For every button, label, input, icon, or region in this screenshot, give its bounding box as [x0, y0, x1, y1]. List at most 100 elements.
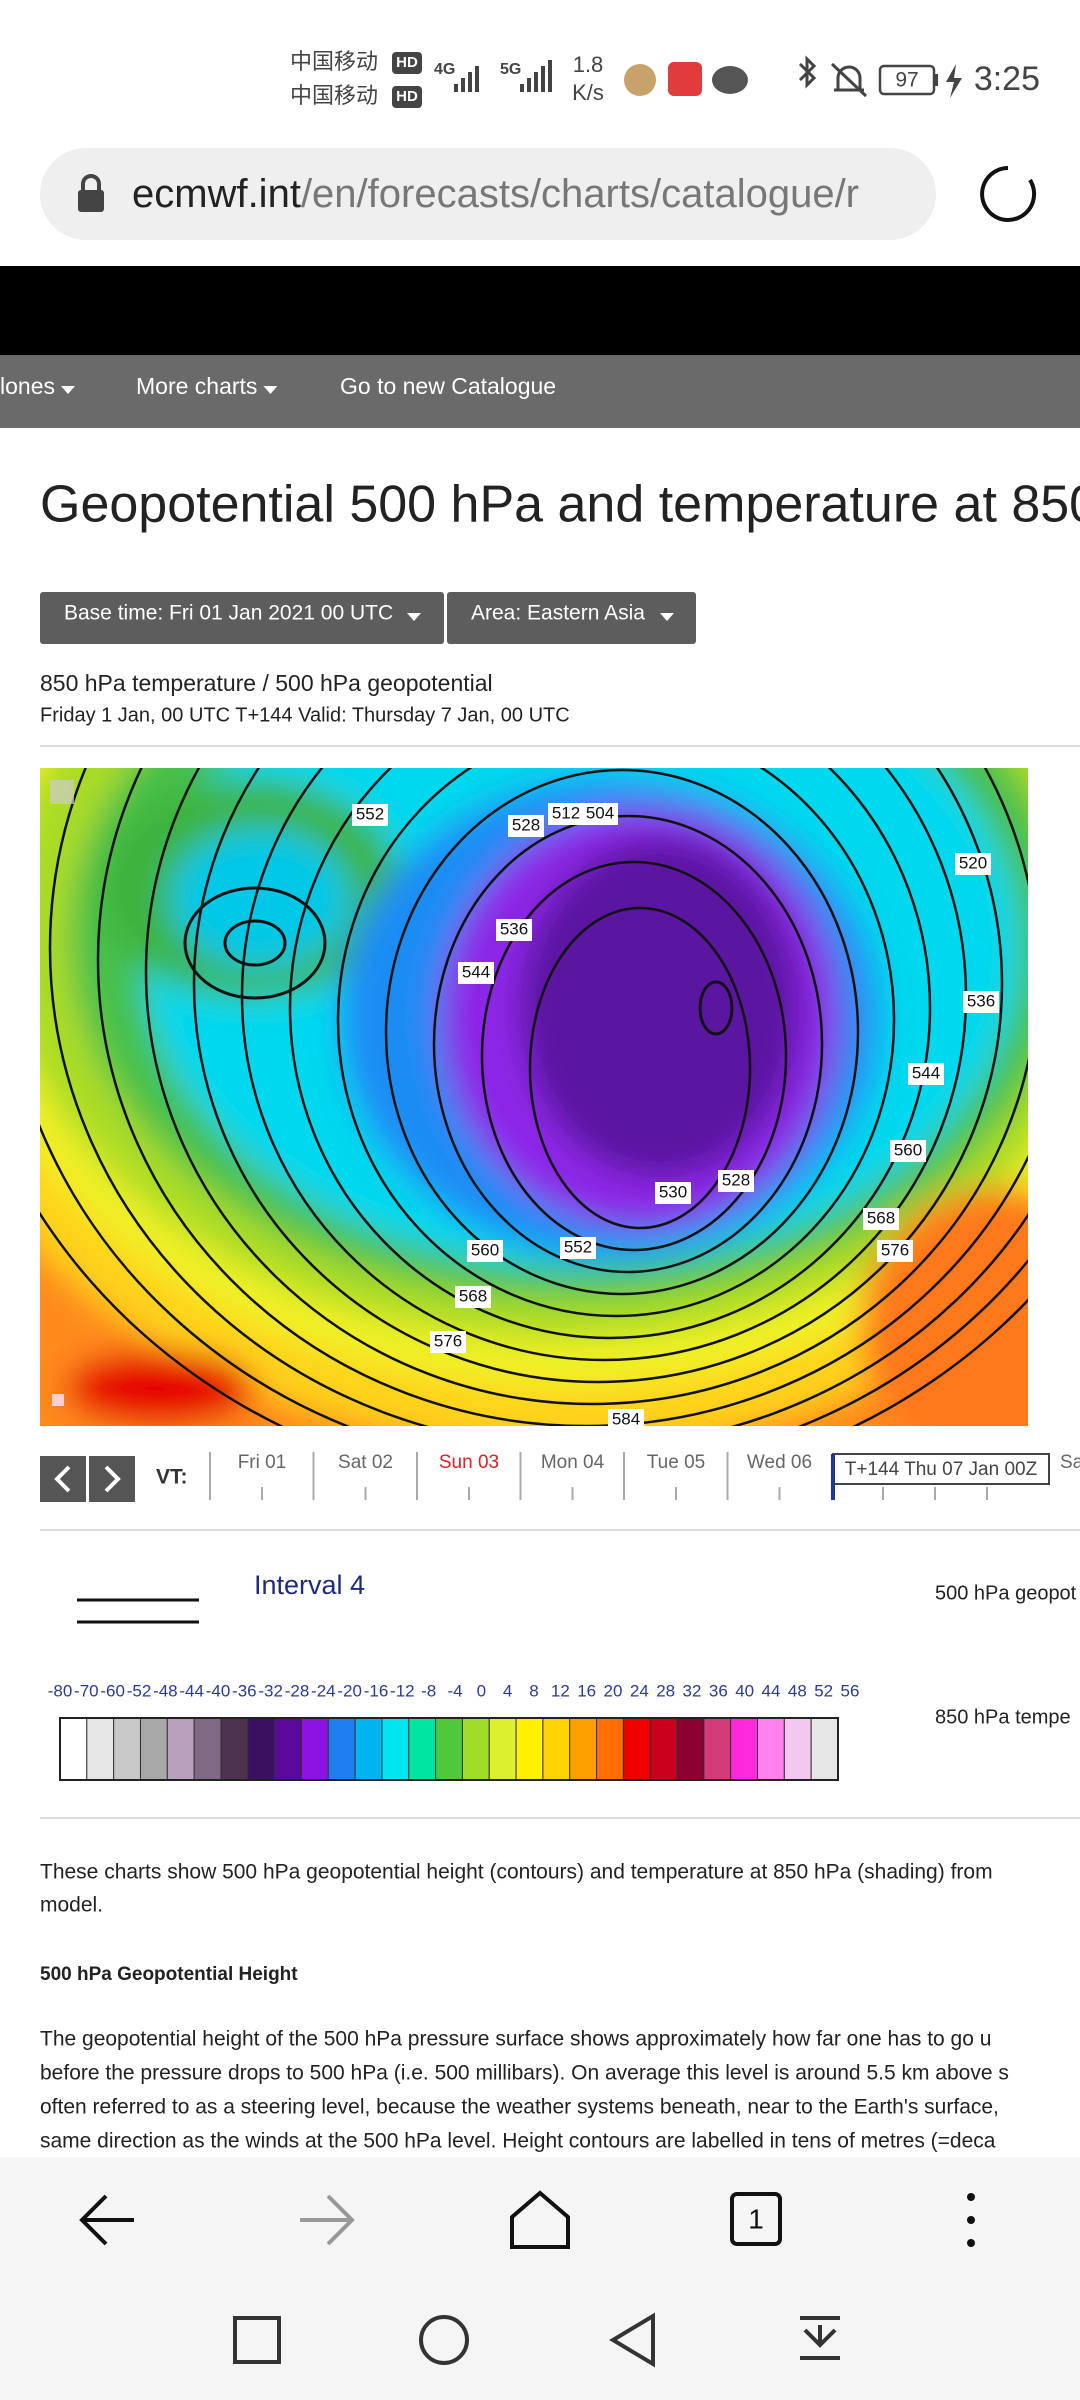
home-nav-button[interactable] [419, 2315, 469, 2365]
contour-label-bg [908, 1063, 944, 1085]
menu-button[interactable] [967, 2193, 975, 2247]
scale-swatch [569, 1717, 598, 1781]
nav-item[interactable]: More charts [136, 373, 257, 399]
speed: 1.8 [573, 52, 604, 77]
temperature-shading [40, 768, 1028, 1426]
scale-label: 32 [683, 1681, 702, 1700]
day-label[interactable]: Sa [1060, 1452, 1080, 1473]
scale-label: -32 [258, 1681, 283, 1700]
scale-label: 8 [529, 1681, 538, 1700]
contour-label-bg [608, 1409, 644, 1431]
contour-label: 568 [459, 1286, 487, 1305]
dropdown-caret [407, 613, 421, 621]
contour-label: 544 [462, 962, 490, 981]
contour-label: 504 [586, 803, 614, 822]
scale-swatch [757, 1717, 785, 1781]
day-label[interactable]: Sun 03 [439, 1452, 499, 1473]
scale-swatch [703, 1717, 732, 1781]
contour-name: 500 hPa geopot [935, 1582, 1077, 1604]
back-button[interactable] [79, 2194, 134, 2246]
day-label[interactable]: Sat 02 [338, 1452, 393, 1473]
contour-label: 544 [912, 1063, 940, 1082]
scale-label: -52 [127, 1681, 152, 1700]
network: 5G [500, 61, 521, 78]
contour-line [96, 768, 1028, 1426]
day-label[interactable]: Fri 01 [238, 1452, 287, 1473]
contour-label: 536 [967, 991, 995, 1010]
scale-label: -12 [390, 1681, 415, 1700]
area-dropdown[interactable] [447, 592, 696, 644]
url[interactable]: ecmwf.int/en/forecasts/charts/catalogue/… [132, 172, 859, 216]
nav-bar [0, 355, 1080, 428]
contour-label-bg [548, 803, 584, 825]
site-header [0, 266, 1080, 355]
scale-label: 52 [814, 1681, 833, 1700]
contour-label-bg [877, 1240, 913, 1262]
url-host: ecmwf.int [132, 172, 301, 216]
base-time-dropdown[interactable] [40, 592, 444, 644]
low-contour [223, 919, 287, 967]
scale-label: -48 [153, 1681, 178, 1700]
url-mask [936, 148, 1080, 240]
area: Area: Eastern Asia [471, 602, 645, 625]
scale-label: 24 [630, 1681, 649, 1700]
scale-swatch [381, 1717, 410, 1781]
current-time[interactable]: T+144 Thu 07 Jan 00Z [845, 1459, 1038, 1480]
scale-label: 56 [841, 1681, 860, 1700]
low-contour [698, 980, 734, 1036]
prev-arrow [54, 1465, 71, 1493]
home-button[interactable] [510, 2190, 570, 2249]
nav-item[interactable]: lones [0, 373, 55, 399]
scale-swatch [783, 1717, 812, 1781]
browser-toolbar [0, 2157, 1080, 2400]
scale-label: 48 [788, 1681, 807, 1700]
carrier: 中国移动 [290, 49, 378, 74]
forward-button[interactable] [300, 2194, 355, 2246]
scale-swatch [542, 1717, 571, 1781]
contour-label: 528 [722, 1170, 750, 1189]
reload-button[interactable] [980, 166, 1037, 222]
nav-caret [263, 386, 278, 394]
nav-item[interactable]: Go to new Catalogue [340, 373, 556, 399]
scale-label: -36 [232, 1681, 257, 1700]
url-bar[interactable] [40, 148, 936, 240]
scale-label: -80 [48, 1681, 73, 1700]
carrier: 中国移动 [290, 83, 378, 108]
scale-label: 0 [477, 1681, 486, 1700]
valid-time: Friday 1 Jan, 00 UTC T+144 Valid: Thursd… [40, 704, 570, 726]
scale-swatch [113, 1717, 141, 1781]
day-label[interactable]: Wed 06 [747, 1452, 812, 1473]
day-label[interactable]: Tue 05 [647, 1452, 705, 1473]
network: 4G [434, 61, 455, 78]
day-label[interactable]: Mon 04 [541, 1452, 605, 1473]
map-icon[interactable] [50, 780, 74, 804]
scale-label: -24 [311, 1681, 336, 1700]
contour-label: 552 [356, 804, 384, 823]
contour-label-bg [718, 1170, 754, 1192]
wechat-icon [712, 66, 748, 94]
contour-label-bg [655, 1182, 691, 1204]
notification-button[interactable] [800, 2316, 840, 2360]
scale-label: 20 [604, 1681, 623, 1700]
prev-button[interactable] [40, 1456, 86, 1502]
app-icon [624, 64, 656, 96]
app-icon [668, 62, 702, 96]
back-nav-button[interactable] [609, 2312, 655, 2368]
mute-icon [830, 62, 868, 98]
signal [520, 60, 552, 92]
speed-unit: K/s [572, 80, 604, 105]
next-button[interactable] [89, 1456, 135, 1502]
contour-label-bg [496, 919, 532, 941]
contour-label: 568 [867, 1208, 895, 1227]
contour-label-bg [582, 803, 618, 825]
charging-icon [946, 64, 962, 98]
scale-swatch [810, 1717, 839, 1781]
contour-line [192, 768, 1004, 1384]
recents-button[interactable] [233, 2316, 281, 2364]
contour-label: 520 [959, 853, 987, 872]
tabs-button[interactable] [730, 2192, 782, 2246]
current-time-marker [831, 1454, 835, 1500]
lock-icon [78, 174, 104, 212]
scale-label: -40 [206, 1681, 231, 1700]
